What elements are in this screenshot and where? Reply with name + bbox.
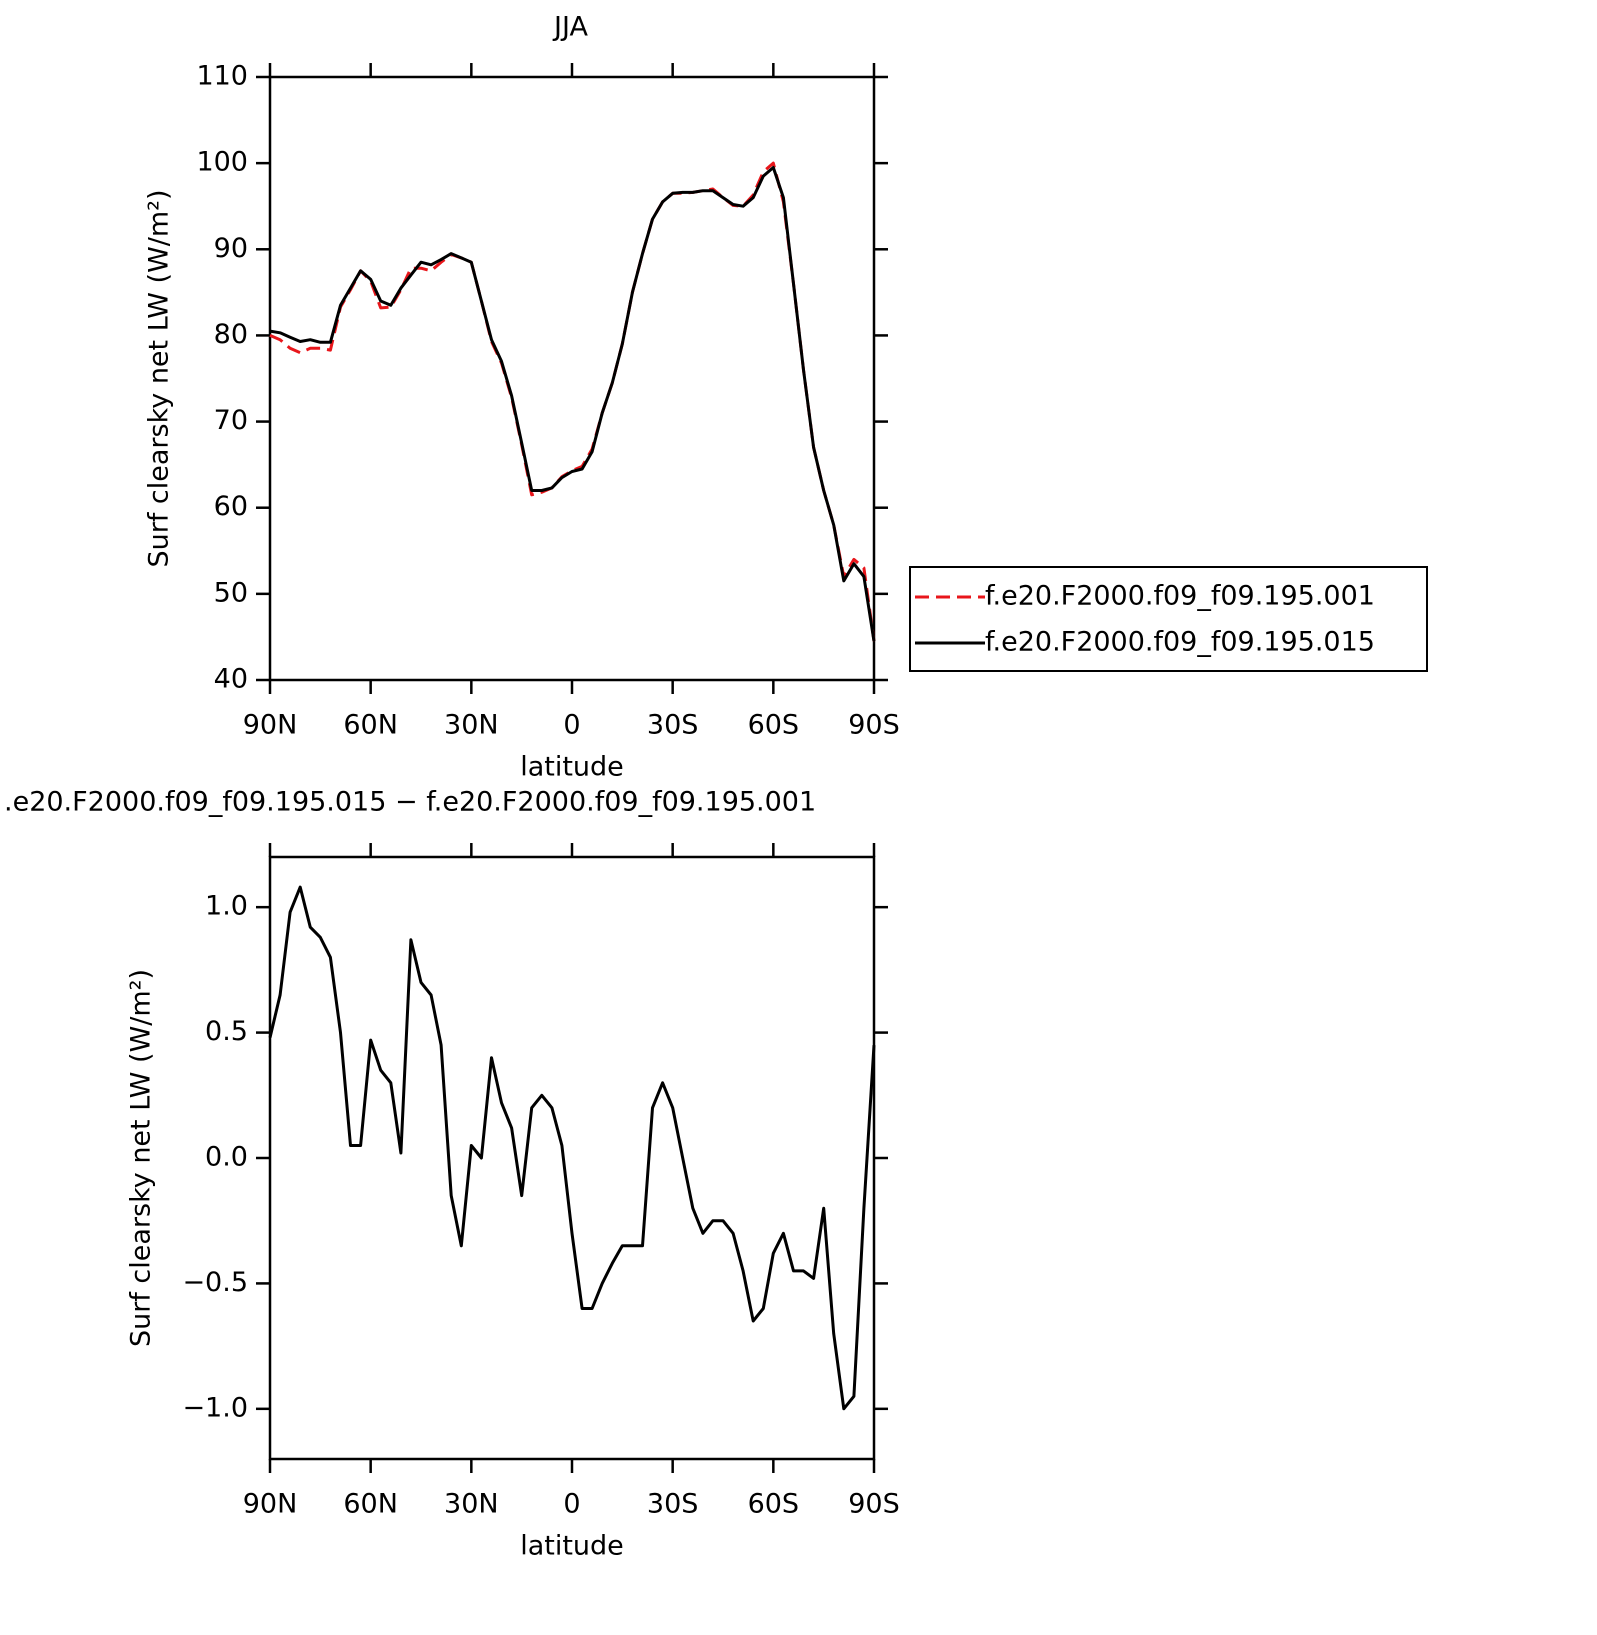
x-tick-label: 90S bbox=[848, 1489, 900, 1520]
x-tick-label: 30N bbox=[444, 710, 499, 741]
y-tick-label: 0.5 bbox=[205, 1016, 248, 1047]
y-tick-label: 90 bbox=[214, 233, 248, 264]
plot-frame bbox=[268, 855, 876, 1461]
x-tick-label: 60N bbox=[343, 1489, 398, 1520]
x-tick-label: 90S bbox=[848, 710, 900, 741]
x-tick-label: 90N bbox=[243, 710, 298, 741]
x-tick-label: 30N bbox=[444, 1489, 499, 1520]
data-line bbox=[269, 166, 876, 642]
legend-label: f.e20.F2000.f09_f09.195.015 bbox=[985, 627, 1375, 658]
y-tick-label: −0.5 bbox=[182, 1267, 248, 1298]
x-axis-label: latitude bbox=[520, 752, 624, 783]
y-tick-label: 50 bbox=[214, 577, 248, 608]
chart-title: JJA bbox=[552, 12, 588, 43]
x-tick-label: 30S bbox=[647, 1489, 699, 1520]
y-tick-label: 40 bbox=[214, 664, 248, 695]
plot-frame bbox=[268, 75, 876, 682]
chart-title: .e20.F2000.f09_f09.195.015 − f.e20.F2000… bbox=[4, 787, 816, 818]
x-tick-label: 0 bbox=[563, 710, 580, 741]
x-tick-label: 90N bbox=[243, 1489, 298, 1520]
y-tick-label: 80 bbox=[214, 319, 248, 350]
y-tick-label: 110 bbox=[196, 61, 248, 92]
y-tick-label: 100 bbox=[196, 147, 248, 178]
legend-label: f.e20.F2000.f09_f09.195.001 bbox=[985, 581, 1375, 612]
legend-frame bbox=[909, 566, 1428, 672]
y-tick-label: −1.0 bbox=[182, 1392, 248, 1423]
x-tick-label: 60S bbox=[748, 1489, 800, 1520]
y-tick-label: 0.0 bbox=[205, 1142, 248, 1173]
x-axis-label: latitude bbox=[520, 1531, 624, 1562]
y-tick-label: 70 bbox=[214, 405, 248, 436]
y-axis-label: Surf clearsky net LW (W/m²) bbox=[144, 189, 175, 567]
x-tick-label: 60N bbox=[343, 710, 398, 741]
y-axis-label: Surf clearsky net LW (W/m²) bbox=[126, 969, 157, 1347]
data-line bbox=[268, 885, 876, 1411]
data-line bbox=[269, 161, 876, 642]
y-tick-label: 60 bbox=[214, 491, 248, 522]
x-tick-label: 30S bbox=[647, 710, 699, 741]
x-tick-label: 0 bbox=[563, 1489, 580, 1520]
y-tick-label: 1.0 bbox=[205, 891, 248, 922]
x-tick-label: 60S bbox=[748, 710, 800, 741]
